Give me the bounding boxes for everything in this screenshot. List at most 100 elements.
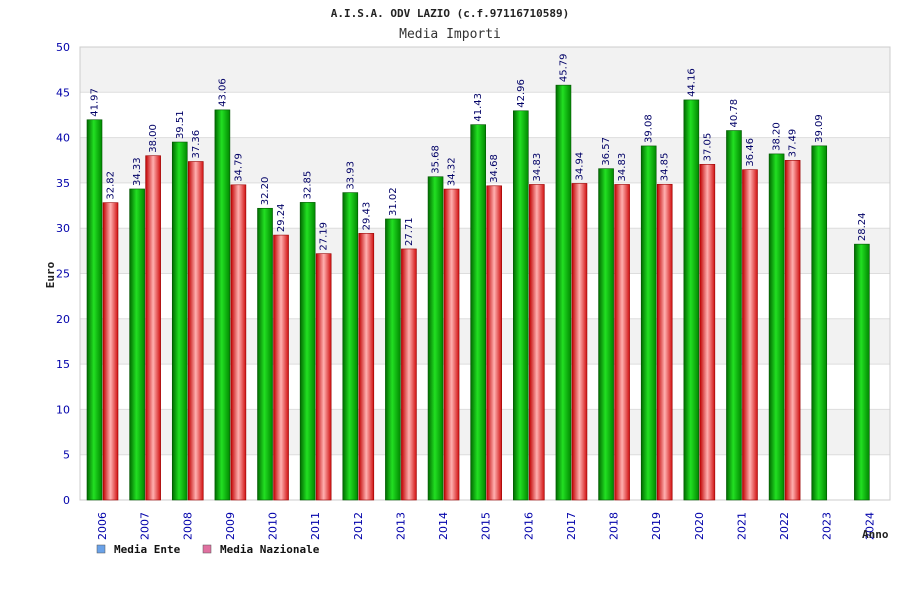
bar-media-nazionale	[529, 184, 545, 501]
value-label: 27.19	[319, 222, 330, 251]
x-tick-label: 2013	[394, 512, 407, 540]
value-label: 34.79	[233, 153, 244, 182]
value-label: 36.57	[601, 137, 612, 166]
y-tick-label: 10	[56, 403, 70, 416]
bar-media-ente	[257, 207, 273, 501]
x-tick-label: 2023	[821, 512, 834, 540]
x-tick-label: 2024	[863, 512, 876, 540]
legend-label-media-ente: Media Ente	[114, 543, 181, 556]
y-tick-label: 30	[56, 222, 70, 235]
value-label: 40.78	[729, 99, 740, 128]
value-label: 31.02	[388, 187, 399, 216]
y-axis-ticks: 0 5 10 15 20 25 30 35 40 45 50	[56, 41, 70, 507]
x-tick-label: 2006	[96, 512, 109, 540]
y-tick-label: 15	[56, 358, 70, 371]
x-tick-label: 2016	[522, 512, 535, 540]
bar-media-ente	[342, 192, 359, 501]
value-label: 32.82	[106, 171, 117, 200]
bar-media-nazionale	[102, 202, 119, 501]
y-tick-label: 40	[56, 132, 70, 145]
bars	[86, 84, 870, 501]
legend-swatch-media-ente	[96, 544, 106, 554]
value-label: 29.43	[361, 202, 372, 231]
value-label: 42.96	[516, 79, 527, 108]
bar-media-ente	[214, 109, 231, 501]
value-labels: 41.97 32.82 34.33 38.00 39.51 37.36 43.06 34.79…	[90, 54, 868, 251]
value-label: 44.16	[686, 68, 697, 97]
value-label: 37.05	[702, 133, 713, 162]
value-label: 33.93	[345, 161, 356, 190]
value-label: 32.85	[303, 171, 314, 200]
value-label: 34.32	[447, 157, 458, 186]
value-label: 39.09	[814, 114, 825, 143]
bar-media-nazionale	[571, 183, 588, 501]
chart-subtitle: Media Importi	[399, 27, 501, 42]
bar-media-nazionale	[742, 169, 758, 501]
value-label: 37.49	[788, 129, 799, 158]
legend-swatch-media-nazionale	[202, 544, 212, 554]
bar-media-ente	[513, 110, 529, 501]
bar-media-ente	[726, 130, 742, 501]
bar-media-nazionale	[187, 161, 204, 501]
x-tick-label: 2019	[650, 512, 663, 540]
y-tick-label: 35	[56, 177, 70, 190]
value-label: 34.33	[132, 157, 143, 186]
bar-media-ente	[811, 145, 828, 501]
bar-media-nazionale	[401, 248, 417, 501]
bar-media-nazionale	[358, 233, 375, 501]
value-label: 36.46	[745, 138, 756, 167]
value-label: 34.83	[532, 153, 543, 182]
x-tick-label: 2012	[352, 512, 365, 540]
bar-media-nazionale	[699, 164, 716, 501]
x-axis-label: Anno	[862, 528, 889, 541]
bar-media-nazionale	[486, 185, 502, 501]
bar-media-nazionale	[230, 184, 247, 501]
value-label: 45.79	[558, 54, 569, 83]
y-tick-label: 50	[56, 41, 70, 54]
x-axis-ticks: 2006 2007 2008 2009 2010 2011 2012 2013 2014 2015…	[96, 512, 876, 540]
bar-media-ente	[598, 168, 614, 501]
y-tick-label: 0	[63, 494, 70, 507]
x-tick-label: 2015	[480, 512, 493, 540]
value-label: 29.24	[276, 203, 287, 232]
bar-media-ente	[768, 153, 785, 501]
y-tick-label: 20	[56, 313, 70, 326]
value-label: 34.94	[574, 152, 585, 181]
y-axis-label: Euro	[44, 261, 57, 288]
y-tick-label: 45	[56, 86, 70, 99]
x-tick-label: 2014	[437, 512, 450, 540]
value-label: 34.83	[617, 153, 628, 182]
bar-media-ente	[171, 141, 188, 501]
value-label: 41.43	[473, 93, 484, 122]
value-label: 39.08	[644, 114, 655, 143]
legend-label-media-nazionale: Media Nazionale	[220, 543, 320, 556]
value-label: 38.00	[148, 124, 159, 153]
bar-media-ente	[640, 145, 657, 501]
value-label: 41.97	[90, 88, 101, 117]
bar-media-nazionale	[656, 183, 673, 501]
value-label: 34.85	[660, 153, 671, 182]
bar-media-nazionale	[315, 253, 332, 501]
grid-band	[80, 47, 890, 93]
bar-media-nazionale	[273, 234, 289, 501]
x-tick-label: 2017	[565, 512, 578, 540]
bar-media-ente	[555, 84, 572, 501]
bar-media-ente	[129, 188, 145, 501]
value-label: 39.51	[175, 110, 186, 139]
value-label: 28.24	[857, 213, 868, 242]
y-tick-label: 5	[63, 449, 70, 462]
bar-media-nazionale	[145, 155, 161, 501]
bar-media-ente	[86, 119, 103, 501]
y-tick-label: 25	[56, 268, 70, 281]
value-label: 27.71	[404, 217, 415, 246]
bar-media-ente	[299, 202, 316, 501]
x-tick-label: 2018	[608, 512, 621, 540]
x-tick-label: 2007	[139, 512, 152, 540]
x-tick-label: 2008	[181, 512, 194, 540]
value-label: 32.20	[260, 177, 271, 206]
x-tick-label: 2010	[267, 512, 280, 540]
x-tick-label: 2022	[778, 512, 791, 540]
x-tick-label: 2020	[693, 512, 706, 540]
chart-title: A.I.S.A. ODV LAZIO (c.f.97116710589)	[331, 7, 569, 20]
